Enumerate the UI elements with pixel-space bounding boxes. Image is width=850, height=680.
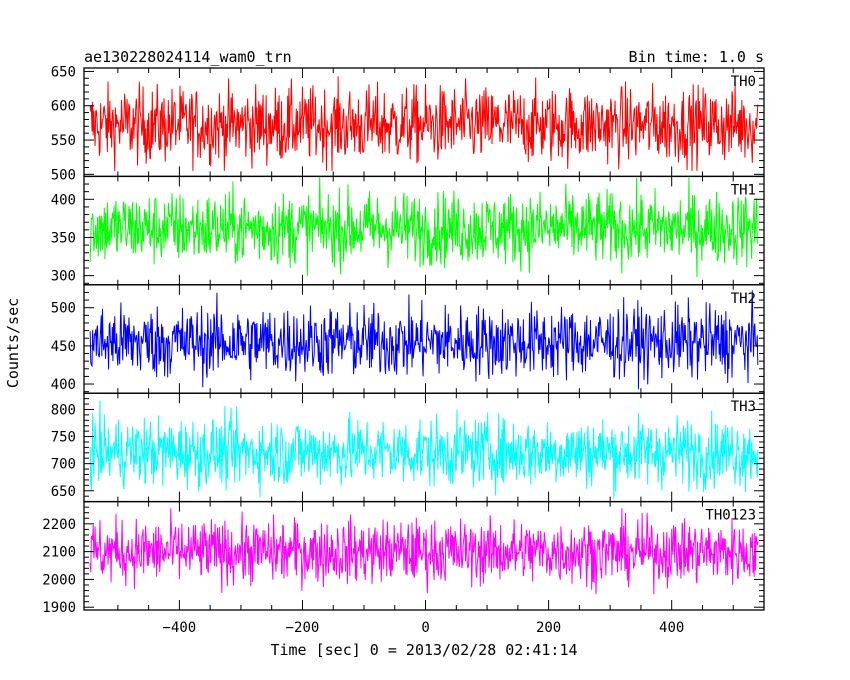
- x-tick-label: −400: [163, 620, 197, 636]
- panel-label-th1: TH1: [731, 182, 756, 198]
- y-tick-label: 2000: [42, 572, 76, 588]
- y-tick-label: 2100: [42, 545, 76, 561]
- x-tick-label: 0: [421, 620, 429, 636]
- series-line-th0123: [89, 508, 759, 595]
- y-tick-label: 1900: [42, 600, 76, 616]
- y-tick-label: 300: [51, 269, 76, 285]
- y-tick-label: 500: [51, 167, 76, 183]
- panel-label-th0: TH0: [731, 74, 756, 90]
- y-tick-label: 400: [51, 377, 76, 393]
- chart-title-left: ae130228024114_wam0_trn: [84, 48, 292, 66]
- panel-frame-th0123: [83, 500, 765, 611]
- y-axis-label: Counts/sec: [4, 298, 22, 388]
- y-tick-label: 400: [51, 192, 76, 208]
- y-tick-label: 450: [51, 339, 76, 355]
- x-tick-label: 200: [536, 620, 561, 636]
- panel-label-th2: TH2: [731, 291, 756, 307]
- panel-label-th0123: TH0123: [705, 508, 756, 524]
- series-line-th1: [89, 176, 759, 278]
- series-line-th0: [89, 76, 759, 171]
- y-tick-label: 2200: [42, 517, 76, 533]
- panel-label-th3: TH3: [731, 399, 756, 415]
- chart-title-right: Bin time: 1.0 s: [629, 48, 764, 66]
- series-line-th3: [89, 400, 759, 499]
- panels-group: 500 550 600 650 TH0 300 350 400 TH1 400 450 500 TH2 6…: [42, 64, 765, 636]
- y-tick-label: 500: [51, 301, 76, 317]
- x-tick-label: 400: [659, 620, 684, 636]
- y-tick-label: 650: [51, 64, 76, 80]
- series-line-th2: [89, 290, 759, 390]
- y-tick-label: 650: [51, 484, 76, 500]
- y-tick-label: 600: [51, 99, 76, 115]
- y-tick-label: 550: [51, 133, 76, 149]
- x-tick-label: −200: [286, 620, 320, 636]
- y-tick-label: 350: [51, 230, 76, 246]
- y-tick-label: 800: [51, 402, 76, 418]
- x-axis-label: Time [sec] 0 = 2013/02/28 02:41:14: [270, 641, 577, 659]
- y-tick-label: 700: [51, 457, 76, 473]
- y-tick-label: 750: [51, 430, 76, 446]
